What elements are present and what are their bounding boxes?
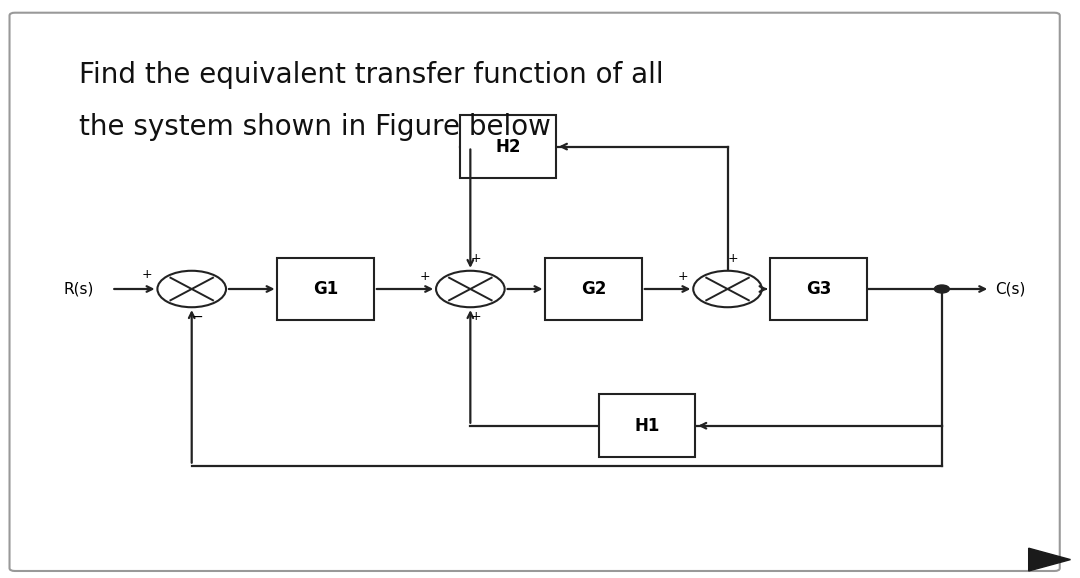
Text: G3: G3 xyxy=(806,280,832,298)
Text: Find the equivalent transfer function of all: Find the equivalent transfer function of… xyxy=(79,61,664,90)
Bar xyxy=(599,394,696,457)
Bar xyxy=(460,115,556,178)
Circle shape xyxy=(436,271,504,307)
Polygon shape xyxy=(1028,548,1070,571)
Text: +: + xyxy=(471,252,481,265)
Text: R(s): R(s) xyxy=(63,281,94,297)
Circle shape xyxy=(693,271,761,307)
Text: G1: G1 xyxy=(313,280,338,298)
Text: H1: H1 xyxy=(634,417,660,435)
Text: −: − xyxy=(191,310,203,324)
Text: +: + xyxy=(677,270,688,283)
Bar xyxy=(278,258,374,320)
Circle shape xyxy=(158,271,226,307)
Text: G2: G2 xyxy=(581,280,606,298)
Text: +: + xyxy=(728,252,739,265)
Text: H2: H2 xyxy=(495,138,521,155)
Text: +: + xyxy=(471,310,481,323)
Text: the system shown in Figure below: the system shown in Figure below xyxy=(79,113,551,140)
Text: C(s): C(s) xyxy=(996,281,1026,297)
Text: +: + xyxy=(420,270,431,283)
Bar xyxy=(770,258,867,320)
Text: +: + xyxy=(141,268,152,281)
Circle shape xyxy=(934,285,949,293)
Bar xyxy=(545,258,642,320)
